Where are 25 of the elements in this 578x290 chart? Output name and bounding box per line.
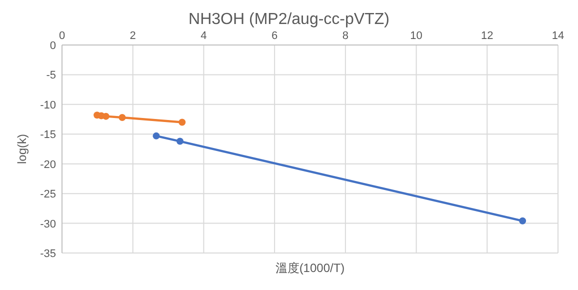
point — [176, 138, 184, 145]
x-tick-label: 0 — [58, 30, 66, 42]
y-tick-label: -30 — [40, 218, 56, 230]
y-tick-label: -25 — [40, 188, 56, 201]
x-tick-label: 6 — [272, 30, 278, 42]
chart-title: NH3OH (MP2/aug-cc-pVTZ) — [188, 11, 390, 28]
x-tick-label: 4 — [200, 30, 207, 42]
point — [102, 112, 110, 120]
y-tick-label: -20 — [40, 158, 56, 171]
point — [178, 118, 186, 126]
x-axis-title: 溫度(1000/T) — [275, 261, 345, 275]
y-axis-title: log(k) — [15, 134, 29, 164]
x-tick-label: 12 — [481, 30, 494, 42]
point — [152, 132, 160, 140]
x-tick-label: 14 — [552, 30, 564, 42]
y-tick-label: -5 — [46, 70, 56, 82]
x-tick-label: 10 — [410, 30, 422, 42]
y-tick-label: -35 — [40, 248, 56, 260]
point — [519, 217, 526, 224]
y-tick-label: -15 — [40, 129, 56, 142]
x-tick-label: 2 — [130, 30, 136, 42]
x-tick-label: 8 — [342, 30, 348, 42]
y-tick-label: -10 — [40, 99, 56, 112]
y-tick-label: 0 — [50, 40, 56, 52]
point — [118, 114, 126, 122]
